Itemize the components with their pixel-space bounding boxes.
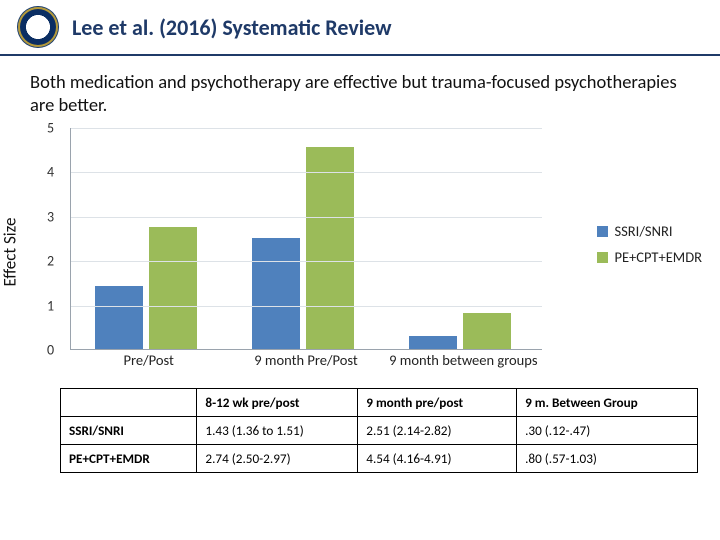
table-header-cell	[61, 389, 197, 417]
table-header-cell: 9 m. Between Group	[517, 389, 698, 417]
y-axis-label: Effect Size	[0, 218, 21, 287]
legend-swatch-icon	[597, 226, 608, 237]
gridline	[71, 261, 542, 262]
x-tick-label: Pre/Post	[70, 350, 227, 380]
data-table-wrap: 8-12 wk pre/post9 month pre/post9 m. Bet…	[0, 382, 720, 473]
bar	[463, 313, 511, 349]
gridline	[71, 128, 542, 129]
chart-legend: SSRI/SNRI PE+CPT+EMDR	[597, 222, 702, 274]
bar-group	[71, 128, 228, 349]
legend-item: SSRI/SNRI	[597, 222, 702, 240]
table-cell: .30 (.12-.47)	[517, 417, 698, 445]
bar-groups	[71, 128, 542, 349]
table-row: SSRI/SNRI1.43 (1.36 to 1.51)2.51 (2.14-2…	[61, 417, 698, 445]
legend-item: PE+CPT+EMDR	[597, 248, 702, 266]
table-header-row: 8-12 wk pre/post9 month pre/post9 m. Bet…	[61, 389, 698, 417]
slide-header: Lee et al. (2016) Systematic Review	[0, 0, 720, 56]
bar-group	[228, 128, 385, 349]
table-header-cell: 9 month pre/post	[358, 389, 517, 417]
table-row: PE+CPT+EMDR2.74 (2.50-2.97)4.54 (4.16-4.…	[61, 445, 698, 473]
x-tick-label: 9 month between groups	[385, 350, 542, 380]
gridline	[71, 172, 542, 173]
gridline	[71, 306, 542, 307]
table-cell: 2.74 (2.50-2.97)	[197, 445, 358, 473]
y-tick-label: 0	[47, 342, 54, 359]
slide-title: Lee et al. (2016) Systematic Review	[72, 14, 392, 41]
y-tick-label: 5	[47, 120, 54, 137]
gridline	[71, 217, 542, 218]
plot-area: 012345	[70, 128, 542, 350]
legend-swatch-icon	[597, 252, 608, 263]
bar-group	[385, 128, 542, 349]
table-cell: 4.54 (4.16-4.91)	[358, 445, 517, 473]
y-tick-label: 4	[47, 164, 54, 181]
x-tick-label: 9 month Pre/Post	[227, 350, 384, 380]
x-axis-labels: Pre/Post9 month Pre/Post9 month between …	[70, 350, 542, 380]
y-tick-label: 1	[47, 297, 54, 314]
bar	[409, 336, 457, 349]
table-row-header: SSRI/SNRI	[61, 417, 197, 445]
table-row-header: PE+CPT+EMDR	[61, 445, 197, 473]
table-cell: 2.51 (2.14-2.82)	[358, 417, 517, 445]
table-cell: .80 (.57-1.03)	[517, 445, 698, 473]
bar	[252, 238, 300, 349]
effect-size-chart: Effect Size 012345 Pre/Post9 month Pre/P…	[10, 122, 710, 382]
bar	[149, 227, 197, 349]
bar	[306, 147, 354, 349]
slide-subtitle: Both medication and psychotherapy are ef…	[0, 56, 720, 122]
table-cell: 1.43 (1.36 to 1.51)	[197, 417, 358, 445]
y-tick-label: 3	[47, 208, 54, 225]
table-header-cell: 8-12 wk pre/post	[197, 389, 358, 417]
legend-label: SSRI/SNRI	[614, 222, 672, 240]
data-table: 8-12 wk pre/post9 month pre/post9 m. Bet…	[60, 388, 698, 473]
va-seal-icon	[18, 7, 58, 47]
bar	[95, 286, 143, 349]
y-tick-label: 2	[47, 253, 54, 270]
legend-label: PE+CPT+EMDR	[614, 248, 702, 266]
